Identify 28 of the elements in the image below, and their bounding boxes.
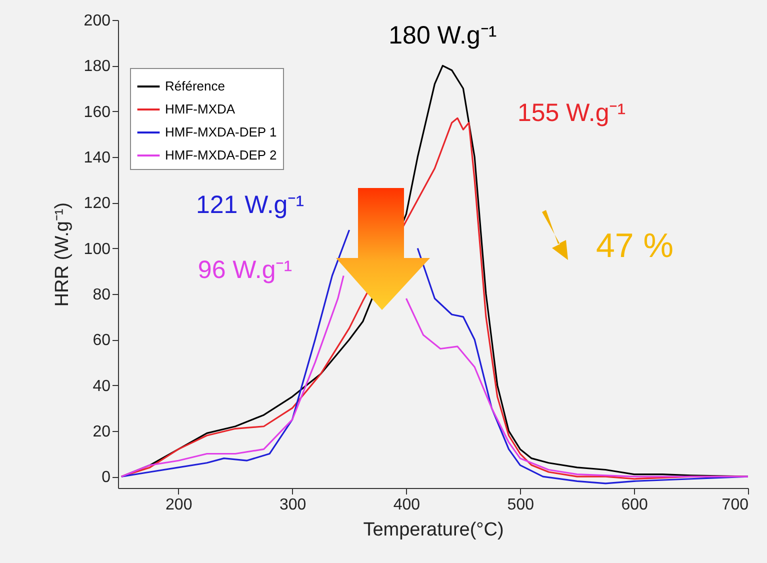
x-tick-label: 200 [166, 496, 192, 514]
legend-label: HMF-MXDA-DEP 1 [165, 124, 277, 140]
y-axis-title: HRR (W.g⁻¹) [52, 202, 73, 307]
x-tick-label: 700 [722, 496, 749, 514]
annotation: 180 W.g⁻¹ [388, 22, 497, 50]
x-tick-label: 600 [621, 496, 648, 514]
y-tick-label: 100 [84, 240, 111, 258]
x-tick-label: 500 [507, 496, 534, 514]
annotation: 96 W.g⁻¹ [198, 256, 292, 284]
y-tick-label: 180 [84, 58, 111, 76]
annotation: 47 % [596, 227, 674, 265]
y-tick-label: 40 [92, 378, 111, 395]
y-tick-label: 120 [84, 195, 111, 212]
legend-label: Référence [165, 78, 225, 94]
y-tick-label: 140 [84, 149, 111, 166]
x-tick-label: 400 [393, 496, 420, 514]
y-tick-label: 80 [92, 286, 111, 304]
x-axis-title: Temperature(°C) [363, 520, 504, 540]
y-tick-label: 20 [92, 423, 111, 440]
y-tick-label: 60 [92, 332, 111, 350]
annotation: 155 W.g⁻¹ [517, 99, 626, 128]
x-tick-label: 300 [279, 496, 306, 514]
legend-label: HMF-MXDA [165, 102, 236, 116]
legend-label: HMF-MXDA-DEP 2 [165, 148, 277, 162]
y-tick-label: 0 [102, 469, 111, 486]
y-tick-label: 200 [84, 12, 111, 30]
annotation: 121 W.g⁻¹ [196, 191, 304, 219]
y-tick-label: 160 [84, 104, 111, 121]
